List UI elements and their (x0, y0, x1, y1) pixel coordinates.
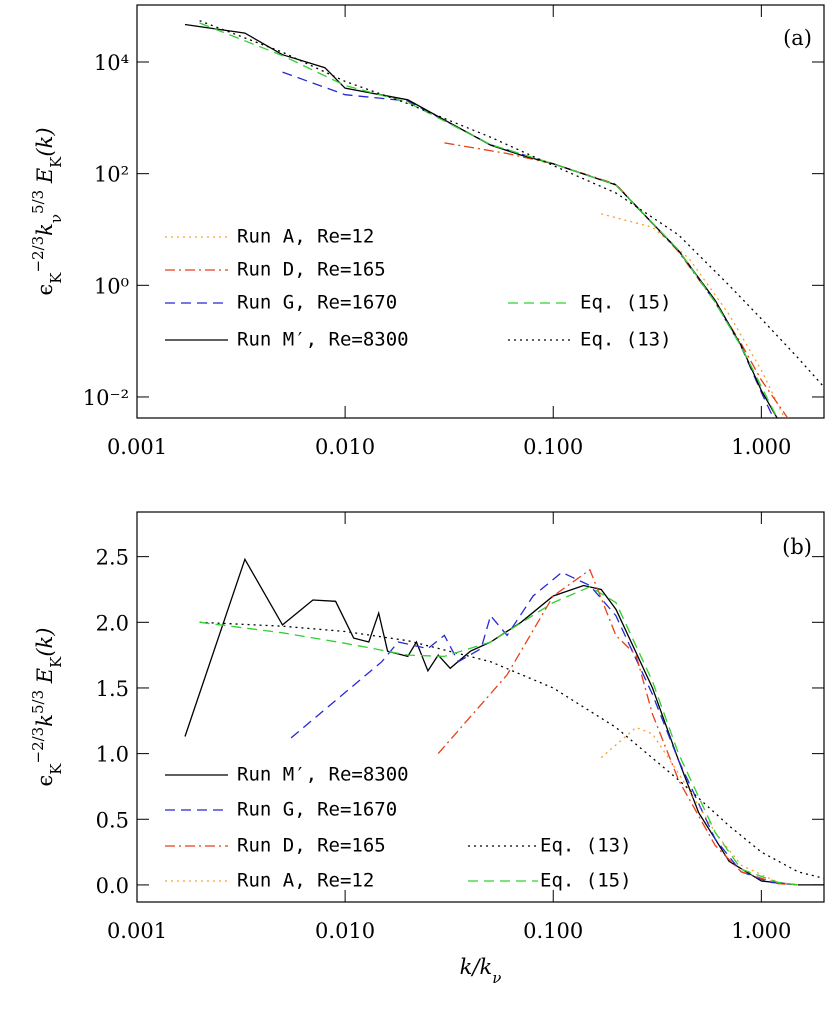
y-axis-label-part: 5/3 (29, 190, 47, 214)
y-tick-label: 0.0 (96, 874, 129, 898)
legend-label: Run M′, Re=8300 (237, 764, 409, 786)
x-tick-label: 0.010 (315, 919, 375, 943)
y-axis-label: ϵK−2/3kν5/3 EK(k) (29, 127, 65, 295)
y-tick-label: 2.5 (96, 546, 129, 570)
series-line (184, 23, 778, 418)
series-line (444, 142, 789, 418)
x-axis-label: k/kν (460, 955, 502, 987)
y-axis-label-part: 5/3 (29, 690, 47, 714)
plot-area (184, 557, 824, 886)
y-axis-label-part: K (47, 656, 65, 668)
legend-label: Run A, Re=12 (237, 226, 374, 248)
x-axis-label-part: k/k (460, 955, 493, 979)
series-line (184, 557, 824, 886)
x-tick-label: 0.001 (107, 435, 167, 459)
y-axis-label-part: (k) (33, 628, 57, 657)
x-axis-label-part: ν (492, 969, 501, 987)
plot-frame (136, 511, 825, 903)
panel-label: (b) (782, 535, 812, 559)
y-tick-label: 1.0 (96, 743, 129, 767)
x-tick-label: 0.100 (523, 919, 583, 943)
x-tick-label: 0.010 (315, 435, 375, 459)
legend-label: Eq. (13) (540, 835, 632, 857)
y-axis-label-part: K (47, 763, 65, 775)
y-axis-label-part: k (33, 223, 57, 236)
legend-label: Eq. (15) (580, 292, 672, 314)
x-tick-label: 0.001 (107, 919, 167, 943)
series-line (601, 213, 786, 418)
legend-label: Eq. (13) (580, 329, 672, 351)
y-tick-label: 10⁴ (94, 51, 129, 75)
legend-label: Eq. (15) (540, 870, 632, 892)
legend-label: Run D, Re=165 (237, 259, 386, 281)
y-axis-label-part: E (33, 168, 57, 190)
y-tick-label: 0.5 (96, 808, 129, 832)
y-tick-label: 10⁰ (94, 274, 129, 298)
legend-label: Run M′, Re=8300 (237, 329, 409, 351)
panel-label: (a) (783, 26, 812, 50)
y-axis-label-part: −2/3 (29, 727, 47, 764)
y-axis-label-part: ϵ (33, 775, 57, 787)
x-tick-label: 0.100 (523, 435, 583, 459)
legend-label: Run G, Re=1670 (237, 292, 397, 314)
series-line (437, 568, 799, 886)
legend-label: Run G, Re=1670 (237, 799, 397, 821)
series-line (199, 586, 799, 886)
y-tick-label: 10⁻² (83, 386, 129, 410)
y-axis-label-part: ϵ (33, 284, 57, 296)
series-line (199, 22, 778, 418)
y-axis-label-part: ν (47, 214, 65, 223)
plot-frame (136, 4, 825, 419)
y-axis-label: ϵK−2/3k5/3 EK(k) (29, 628, 65, 787)
plot-area (184, 20, 824, 418)
y-tick-label: 1.5 (96, 677, 129, 701)
y-tick-label: 2.0 (96, 611, 129, 635)
y-axis-label-part: K (47, 156, 65, 168)
legend-label: Run A, Re=12 (237, 870, 374, 892)
series-line (600, 726, 799, 886)
series-line (290, 571, 799, 886)
y-axis-label-part: (k) (33, 127, 57, 156)
y-axis-label-part: −2/3 (29, 236, 47, 273)
y-axis-label-part: E (33, 668, 57, 690)
x-tick-label: 1.000 (731, 919, 791, 943)
y-axis-label-part: K (47, 272, 65, 284)
legend-label: Run D, Re=165 (237, 835, 386, 857)
y-tick-label: 10² (94, 163, 129, 187)
y-axis-label-part: k (33, 714, 57, 727)
x-tick-label: 1.000 (731, 435, 791, 459)
